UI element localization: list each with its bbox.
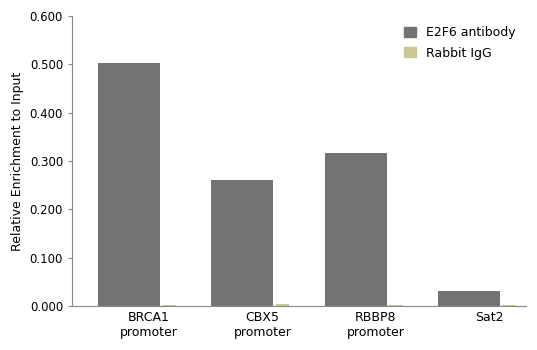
Bar xyxy=(503,304,516,306)
Bar xyxy=(162,304,176,306)
Bar xyxy=(324,153,387,306)
Bar xyxy=(211,180,273,306)
Bar xyxy=(275,303,289,306)
Bar xyxy=(389,304,403,306)
Bar xyxy=(98,63,160,306)
Legend: E2F6 antibody, Rabbit IgG: E2F6 antibody, Rabbit IgG xyxy=(400,22,520,63)
Bar xyxy=(438,290,500,306)
Y-axis label: Relative Enrichment to Input: Relative Enrichment to Input xyxy=(11,71,24,251)
